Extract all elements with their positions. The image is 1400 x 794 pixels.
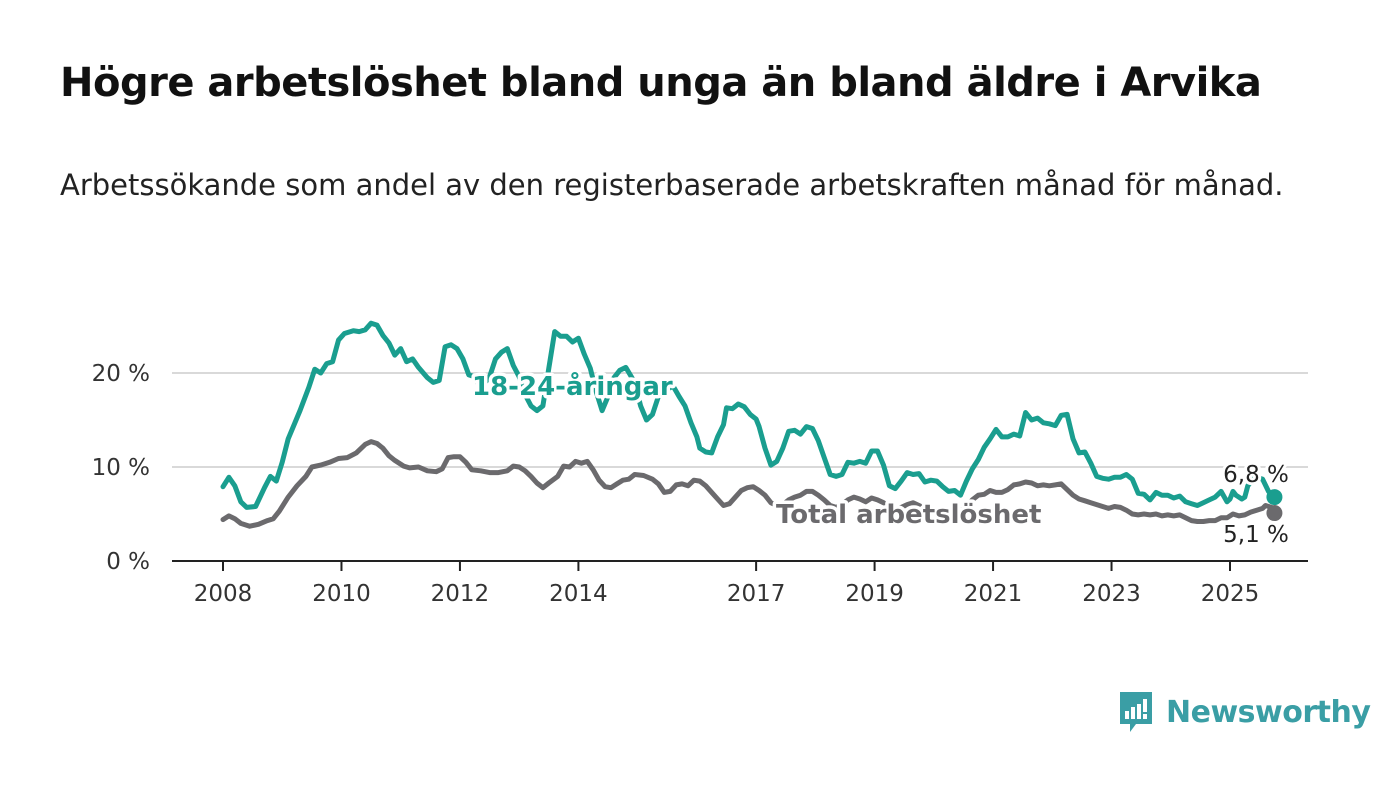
series-lines xyxy=(220,320,1277,529)
chart-title: Högre arbetslöshet bland unga än bland ä… xyxy=(60,60,1262,106)
youth-series-line xyxy=(220,320,1277,510)
total-series-line xyxy=(220,439,1277,529)
x-tick-label: 2008 xyxy=(194,581,253,607)
y-tick-label: 10 % xyxy=(92,455,150,481)
series-label-total: Total arbetslöshet xyxy=(776,500,1041,530)
x-tick-label: 2023 xyxy=(1082,581,1141,607)
total-end-dot xyxy=(1266,505,1283,522)
y-tick-label: 20 % xyxy=(92,361,150,387)
brand-name: Newsworthy xyxy=(1166,694,1371,730)
x-tick-label: 2017 xyxy=(727,581,786,607)
youth-end-dot xyxy=(1266,489,1283,506)
x-tick-label: 2019 xyxy=(845,581,904,607)
x-axis: 2008 2010 2012 2014 2017 2019 2021 2023 2025 xyxy=(172,560,1308,607)
end-value-label: 5,1 % xyxy=(1223,522,1289,548)
series-labels: 18-24-åringar Total arbetslöshet 6,8 % 5,1 … xyxy=(469,367,1292,552)
y-axis-labels: 0 % 10 % 20 % xyxy=(92,361,150,575)
x-tick-label: 2010 xyxy=(312,581,371,607)
x-tick-label: 2021 xyxy=(964,581,1023,607)
y-tick-label: 0 % xyxy=(106,549,150,575)
x-tick-label: 2025 xyxy=(1201,581,1260,607)
x-tick-label: 2014 xyxy=(549,581,608,607)
x-tick-label: 2012 xyxy=(431,581,490,607)
bar-chart-speech-bubble-icon xyxy=(1120,692,1152,732)
series-label-youth: 18-24-åringar xyxy=(472,370,673,402)
newsworthy-logo: Newsworthy xyxy=(1118,690,1371,734)
end-value-label: 6,8 % xyxy=(1223,462,1289,488)
chart-subtitle: Arbetssökande som andel av den registerb… xyxy=(60,168,1284,202)
grid-lines xyxy=(172,372,1308,468)
